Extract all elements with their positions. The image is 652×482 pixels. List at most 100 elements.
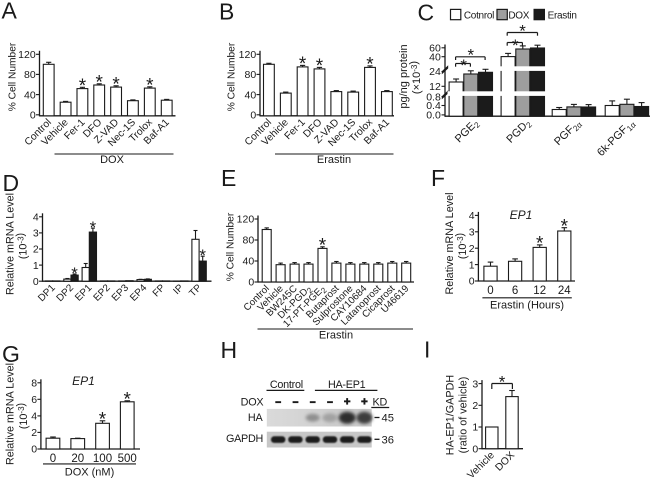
svg-text:KD: KD — [373, 397, 388, 409]
svg-text:0: 0 — [30, 110, 36, 122]
svg-text:HA-EP1: HA-EP1 — [328, 379, 366, 391]
svg-text:40: 40 — [429, 51, 441, 63]
svg-text:% Cell Number: % Cell Number — [227, 42, 238, 111]
svg-text:EP1: EP1 — [510, 208, 533, 222]
svg-text:*: * — [299, 54, 307, 75]
svg-text:6: 6 — [512, 285, 518, 297]
svg-text:0: 0 — [248, 277, 254, 289]
svg-text:0: 0 — [250, 110, 256, 122]
svg-text:*: * — [519, 21, 526, 40]
svg-text:40: 40 — [243, 256, 255, 268]
svg-text:DOX: DOX — [508, 10, 529, 21]
svg-text:2: 2 — [33, 244, 39, 256]
svg-text:0: 0 — [472, 443, 478, 455]
svg-text:*: * — [146, 76, 154, 97]
svg-text:4: 4 — [33, 212, 39, 224]
svg-text:*: * — [536, 234, 544, 255]
svg-text:E: E — [221, 165, 236, 191]
svg-text:120: 120 — [239, 49, 257, 61]
svg-text:0.0: 0.0 — [426, 110, 441, 122]
svg-text:F: F — [431, 165, 445, 191]
svg-text:12: 12 — [533, 285, 546, 297]
svg-text:4: 4 — [31, 411, 37, 423]
svg-text:Erastin: Erastin — [548, 10, 577, 21]
svg-text:120: 120 — [18, 49, 36, 61]
svg-text:80: 80 — [243, 235, 255, 247]
svg-text:pg/ng protein: pg/ng protein — [398, 44, 410, 108]
svg-text:Erastin: Erastin — [319, 330, 353, 342]
svg-text:*: * — [71, 264, 78, 283]
svg-text:*: * — [112, 75, 120, 96]
svg-text:8: 8 — [31, 377, 37, 389]
svg-text:2: 2 — [469, 243, 475, 255]
svg-text:*: * — [499, 372, 506, 391]
svg-text:80: 80 — [24, 69, 36, 81]
svg-text:3: 3 — [469, 227, 475, 239]
svg-text:*: * — [512, 36, 519, 55]
svg-text:DOX (nM): DOX (nM) — [65, 467, 115, 479]
svg-text:0: 0 — [50, 453, 56, 465]
svg-text:*: * — [95, 73, 103, 94]
svg-text:Relative mRNA Level: Relative mRNA Level — [5, 363, 17, 465]
svg-text:EP1: EP1 — [72, 374, 95, 388]
svg-text:*: * — [99, 410, 107, 431]
svg-text:GAPDH: GAPDH — [226, 433, 263, 445]
svg-text:I: I — [424, 337, 430, 363]
svg-text:A: A — [2, 0, 18, 24]
svg-text:6: 6 — [31, 394, 37, 406]
svg-text:*: * — [561, 217, 569, 238]
svg-text:0.4: 0.4 — [426, 100, 441, 112]
svg-text:0: 0 — [33, 276, 39, 288]
svg-text:C: C — [418, 0, 435, 26]
svg-text:% Cell Number: % Cell Number — [226, 212, 237, 281]
svg-text:Erastin (Hours): Erastin (Hours) — [490, 300, 564, 312]
svg-text:DOX: DOX — [100, 154, 125, 166]
svg-text:Control: Control — [270, 379, 303, 391]
svg-text:*: * — [319, 236, 327, 257]
svg-text:500: 500 — [118, 453, 137, 465]
svg-text:*: * — [366, 55, 374, 76]
svg-text:HA-EP1/GAPDH: HA-EP1/GAPDH — [445, 375, 457, 455]
svg-text:D: D — [3, 170, 20, 196]
svg-text:2: 2 — [472, 400, 478, 412]
svg-text:*: * — [123, 390, 131, 411]
svg-text:Relative mRNA Level: Relative mRNA Level — [444, 192, 456, 294]
svg-text:HA: HA — [248, 412, 264, 424]
svg-text:0: 0 — [31, 444, 37, 456]
svg-text:% Cell Number: % Cell Number — [8, 42, 19, 111]
svg-text:20: 20 — [71, 453, 84, 465]
svg-text:*: * — [79, 76, 87, 97]
svg-text:24: 24 — [429, 66, 441, 78]
svg-text:100: 100 — [93, 453, 112, 465]
svg-text:*: * — [90, 218, 97, 237]
svg-text:0: 0 — [469, 276, 475, 288]
svg-text:4: 4 — [469, 210, 475, 222]
svg-text:Erastin: Erastin — [317, 154, 351, 166]
svg-text:2: 2 — [31, 427, 37, 439]
svg-text:45: 45 — [382, 413, 394, 425]
svg-text:80: 80 — [245, 69, 257, 81]
svg-text:40: 40 — [24, 89, 36, 101]
svg-text:B: B — [219, 0, 234, 25]
svg-text:36: 36 — [382, 434, 394, 446]
svg-text:1: 1 — [33, 260, 39, 272]
svg-text:3: 3 — [33, 228, 39, 240]
svg-text:DOX: DOX — [241, 397, 264, 409]
svg-text:*: * — [316, 56, 324, 77]
svg-text:3: 3 — [472, 378, 478, 390]
svg-text:0.8: 0.8 — [426, 91, 441, 103]
svg-text:0: 0 — [487, 285, 493, 297]
svg-text:120: 120 — [237, 214, 255, 226]
svg-text:*: * — [467, 45, 474, 64]
svg-text:H: H — [221, 337, 238, 363]
svg-text:*: * — [199, 246, 206, 265]
svg-text:Cotnrol: Cotnrol — [464, 10, 494, 21]
svg-text:*: * — [460, 56, 467, 75]
svg-text:1: 1 — [469, 259, 475, 271]
svg-text:G: G — [2, 341, 20, 367]
svg-text:24: 24 — [558, 285, 571, 297]
svg-text:Relative mRNA Level: Relative mRNA Level — [5, 193, 17, 295]
svg-text:(ratio of vehicle): (ratio of vehicle) — [458, 377, 470, 454]
svg-text:60: 60 — [429, 43, 441, 55]
svg-text:1: 1 — [472, 422, 478, 434]
